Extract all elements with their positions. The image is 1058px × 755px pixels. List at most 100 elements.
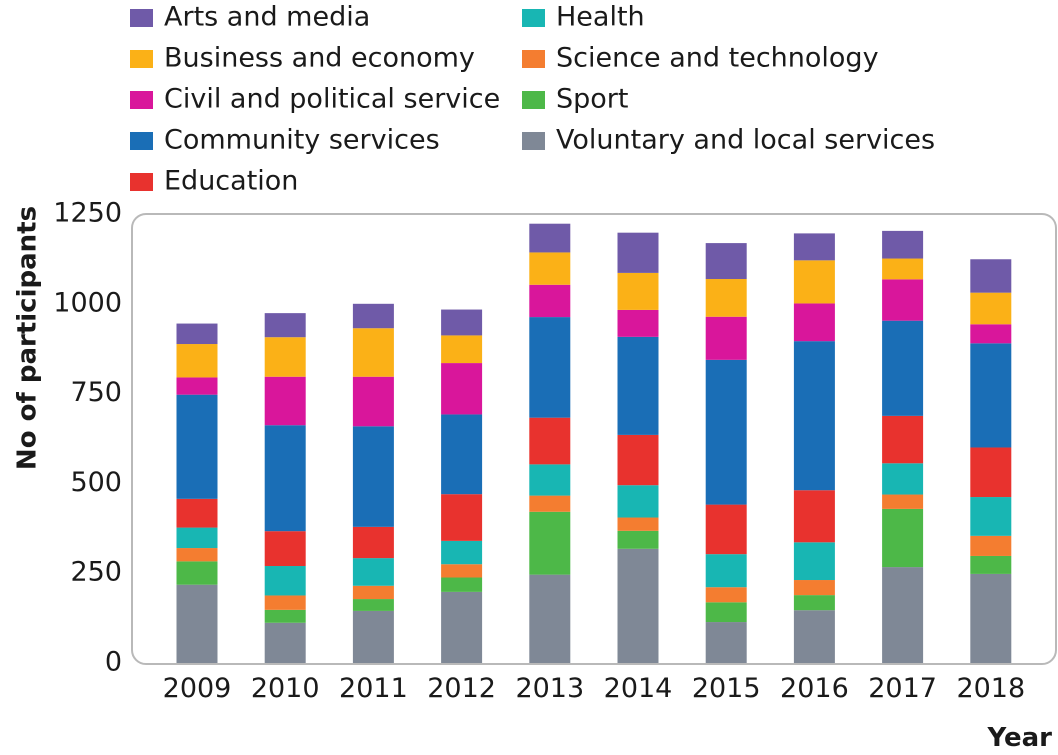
bar-segment-voluntary-and-local-services xyxy=(970,573,1012,663)
bar-segment-civil-and-political-service xyxy=(352,376,394,427)
bar-segment-sport xyxy=(617,530,659,549)
bar-segment-education xyxy=(529,417,571,465)
bar-segment-health xyxy=(705,554,747,588)
bar-segment-arts-and-media xyxy=(617,232,659,273)
bar-segment-arts-and-media xyxy=(705,243,747,280)
bar-segment-business-and-economy xyxy=(529,252,571,285)
bar-segment-science-and-technology xyxy=(705,587,747,603)
bar-segment-civil-and-political-service xyxy=(705,316,747,360)
bar-segment-community-services xyxy=(264,425,306,532)
bar-segment-arts-and-media xyxy=(793,233,835,261)
legend-label: Business and economy xyxy=(164,43,475,74)
bar-segment-voluntary-and-local-services xyxy=(529,574,571,663)
legend-label: Health xyxy=(556,2,645,33)
chart-legend: Arts and media Business and economy Civil … xyxy=(130,2,935,197)
bar-segment-arts-and-media xyxy=(882,230,924,259)
bar-segment-civil-and-political-service xyxy=(176,377,218,395)
bar-segment-science-and-technology xyxy=(970,535,1012,556)
bar-segment-education xyxy=(617,434,659,486)
legend-label: Community services xyxy=(164,125,440,156)
bar-segment-business-and-economy xyxy=(793,260,835,304)
bar-segment-civil-and-political-service xyxy=(970,324,1012,344)
bar-segment-sport xyxy=(352,599,394,611)
legend-label: Education xyxy=(164,166,298,197)
bar-segment-business-and-economy xyxy=(264,337,306,377)
bar-segment-voluntary-and-local-services xyxy=(617,548,659,663)
bar-segment-sport xyxy=(882,508,924,568)
bar-segment-education xyxy=(970,447,1012,498)
bar-segment-business-and-economy xyxy=(176,344,218,378)
bar-segment-business-and-economy xyxy=(970,292,1012,325)
legend-label: Arts and media xyxy=(164,2,370,33)
bar-segment-arts-and-media xyxy=(176,323,218,345)
x-tick-label: 2017 xyxy=(868,673,937,704)
legend-swatch xyxy=(522,91,545,109)
bar-segment-sport xyxy=(264,609,306,623)
bar-segment-civil-and-political-service xyxy=(264,376,306,426)
bar-segment-business-and-economy xyxy=(705,279,747,317)
bar-segment-voluntary-and-local-services xyxy=(793,610,835,663)
bar-segment-community-services xyxy=(793,341,835,491)
bar-segment-education xyxy=(441,494,483,541)
bar-stack-2018 xyxy=(970,259,1012,663)
y-tick-label: 1250 xyxy=(53,198,122,229)
bar-segment-arts-and-media xyxy=(264,313,306,338)
bar-segment-science-and-technology xyxy=(617,517,659,531)
y-tick-label: 1000 xyxy=(53,287,122,318)
bar-segment-community-services xyxy=(705,359,747,505)
legend-swatch xyxy=(130,132,153,150)
bar-segment-community-services xyxy=(970,343,1012,448)
bar-stack-2015 xyxy=(705,243,747,663)
y-tick-label: 750 xyxy=(70,377,122,408)
bar-stack-2014 xyxy=(617,232,659,663)
legend-swatch xyxy=(130,9,153,27)
x-tick-label: 2012 xyxy=(427,673,496,704)
bar-segment-sport xyxy=(793,595,835,611)
legend-label: Civil and political service xyxy=(164,84,500,115)
x-tick-label: 2015 xyxy=(692,673,761,704)
legend-item-voluntary-and-local-services: Voluntary and local services xyxy=(522,125,935,156)
x-axis-title: Year xyxy=(987,723,1053,753)
bar-segment-voluntary-and-local-services xyxy=(441,591,483,663)
bar-segment-education xyxy=(264,531,306,567)
y-axis-title: No of participants xyxy=(13,206,43,470)
bar-segment-health xyxy=(176,527,218,549)
bar-segment-science-and-technology xyxy=(264,595,306,610)
legend-swatch xyxy=(130,91,153,109)
bar-segment-voluntary-and-local-services xyxy=(352,610,394,663)
legend-item-education: Education xyxy=(130,166,298,197)
x-tick-label: 2018 xyxy=(956,673,1025,704)
legend-swatch xyxy=(522,132,545,150)
bar-segment-science-and-technology xyxy=(793,580,835,596)
bar-segment-community-services xyxy=(352,426,394,527)
bar-segment-civil-and-political-service xyxy=(617,309,659,337)
bar-segment-community-services xyxy=(529,317,571,418)
bar-segment-science-and-technology xyxy=(441,564,483,578)
legend-swatch xyxy=(522,9,545,27)
bar-segment-arts-and-media xyxy=(352,303,394,329)
bar-segment-community-services xyxy=(176,394,218,499)
bar-segment-science-and-technology xyxy=(176,548,218,562)
y-tick-label: 500 xyxy=(70,467,122,498)
y-tick-label: 250 xyxy=(70,557,122,588)
legend-swatch xyxy=(130,173,153,191)
x-tick-label: 2011 xyxy=(339,673,408,704)
bar-stack-2013 xyxy=(529,223,571,663)
legend-item-community-services: Community services xyxy=(130,125,440,156)
legend-item-sport: Sport xyxy=(522,84,628,115)
bar-stack-2011 xyxy=(352,303,394,663)
bar-segment-voluntary-and-local-services xyxy=(882,567,924,663)
legend-label: Sport xyxy=(556,84,628,115)
legend-item-arts-and-media: Arts and media xyxy=(130,2,370,33)
bar-segment-business-and-economy xyxy=(352,328,394,377)
y-tick-label: 0 xyxy=(105,647,122,678)
bar-segment-arts-and-media xyxy=(529,223,571,253)
bar-segment-civil-and-political-service xyxy=(882,279,924,321)
x-tick-label: 2010 xyxy=(251,673,320,704)
x-tick-label: 2009 xyxy=(163,673,232,704)
bar-segment-community-services xyxy=(882,320,924,416)
bar-segment-health xyxy=(529,464,571,496)
x-tick-label: 2013 xyxy=(515,673,584,704)
bar-segment-civil-and-political-service xyxy=(793,303,835,342)
bar-segment-education xyxy=(352,526,394,559)
